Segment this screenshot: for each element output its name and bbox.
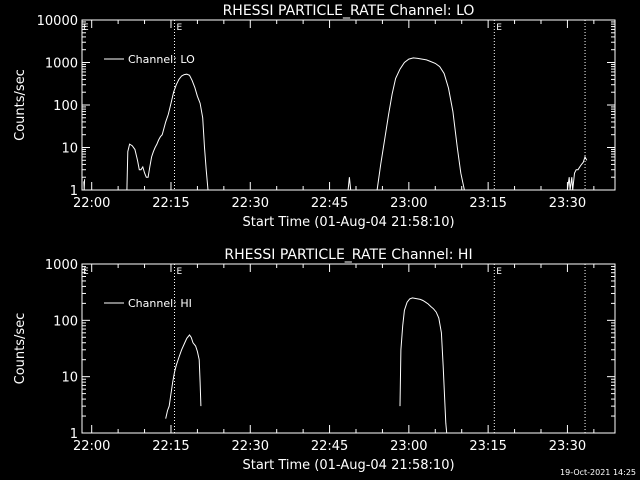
x-tick-label: 22:30 xyxy=(232,196,269,211)
y-tick-label: 100 xyxy=(53,99,78,114)
x-tick-label: 23:00 xyxy=(390,439,427,454)
chart-panel: RHESSI PARTICLE_RATE Channel: LO Start Ti… xyxy=(13,3,616,230)
series-line-segment xyxy=(566,155,588,191)
legend-label: Channel: HI xyxy=(128,297,192,310)
timestamp-label: 19-Oct-2021 14:25 xyxy=(560,468,636,477)
y-tick-label: 1000 xyxy=(45,57,78,72)
y-tick-label: 1 xyxy=(70,427,78,442)
chart-panel: RHESSI PARTICLE_RATE Channel: HI Start Ti… xyxy=(13,247,616,473)
series-line-segment xyxy=(126,73,209,191)
chart-title: RHESSI PARTICLE_RATE Channel: LO xyxy=(223,3,475,19)
y-tick-label: 10 xyxy=(61,371,78,386)
x-tick-label: 22:00 xyxy=(73,196,110,211)
plot-frame xyxy=(81,263,616,434)
y-tick-label: 10000 xyxy=(37,14,78,29)
event-marker-label: E xyxy=(177,267,183,277)
y-tick-label: 100 xyxy=(53,314,78,329)
x-tick-label: 22:45 xyxy=(311,196,348,211)
x-tick-label: 22:30 xyxy=(232,439,269,454)
series-line-segment xyxy=(83,179,86,191)
series-line-segment xyxy=(165,334,202,419)
x-axis-label: Start Time (01-Aug-04 21:58:10) xyxy=(242,458,454,473)
x-tick-label: 23:30 xyxy=(549,439,586,454)
x-tick-label: 23:30 xyxy=(549,196,586,211)
frame-marker-label: E xyxy=(83,23,89,33)
x-tick-label: 23:00 xyxy=(390,196,427,211)
series-line-segment xyxy=(347,177,352,191)
event-marker-label: E xyxy=(177,23,183,33)
y-tick-label: 1 xyxy=(70,184,78,199)
y-tick-label: 10 xyxy=(61,142,78,157)
charts-group: RHESSI PARTICLE_RATE Channel: LO Start Ti… xyxy=(13,3,616,473)
x-tick-label: 22:15 xyxy=(152,439,189,454)
x-tick-label: 22:00 xyxy=(73,439,110,454)
y-axis-label: Counts/sec xyxy=(13,69,28,141)
x-tick-label: 23:15 xyxy=(469,439,506,454)
event-marker-label: E xyxy=(496,23,502,33)
chart-title: RHESSI PARTICLE_RATE Channel: HI xyxy=(224,247,472,263)
x-tick-label: 22:45 xyxy=(311,439,348,454)
frame-marker-label: E xyxy=(83,267,89,277)
series-line-segment xyxy=(399,297,448,434)
legend-label: Channel: LO xyxy=(128,53,195,66)
series-line-segment xyxy=(376,57,465,191)
y-axis-label: Counts/sec xyxy=(13,313,28,385)
x-tick-label: 22:15 xyxy=(152,196,189,211)
x-axis-label: Start Time (01-Aug-04 21:58:10) xyxy=(242,215,454,230)
x-tick-label: 23:15 xyxy=(469,196,506,211)
y-tick-label: 1000 xyxy=(45,258,78,273)
event-marker-label: E xyxy=(496,267,502,277)
